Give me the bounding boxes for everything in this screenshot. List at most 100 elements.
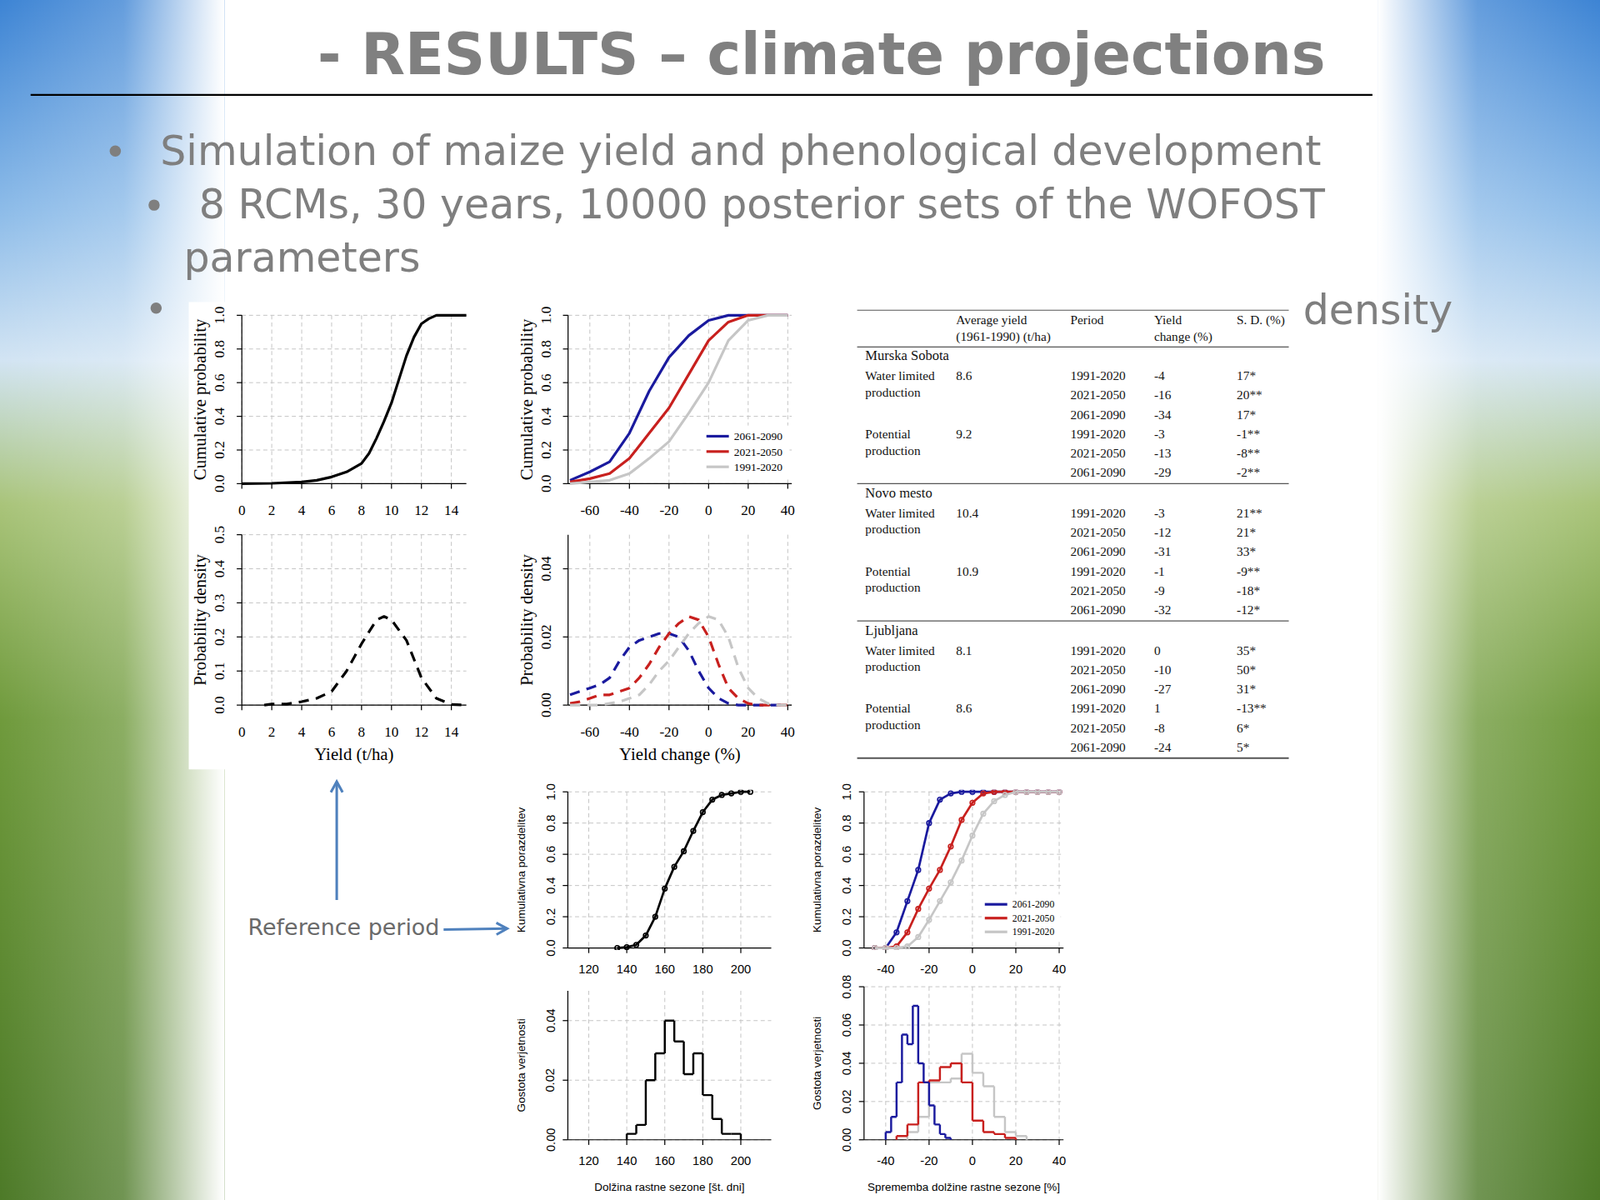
tick-label: -20: [659, 502, 679, 519]
tick-label: 0.04: [544, 1008, 558, 1033]
histogram-bar: [994, 1115, 1005, 1118]
histogram-step: [720, 1119, 723, 1135]
y-axis: [241, 315, 243, 484]
histogram-step: [645, 1080, 647, 1125]
histogram-step: [960, 1063, 963, 1083]
tick: [787, 705, 789, 710]
cell: 2061-2090: [1070, 544, 1126, 559]
histogram-bar: [929, 1081, 940, 1084]
arrow: [443, 928, 507, 930]
cell: 2021-2050: [1070, 720, 1126, 735]
data-layer: [264, 616, 466, 705]
data-point: [948, 880, 954, 885]
data-line: [264, 616, 466, 705]
data-layer: [872, 790, 1062, 950]
arrow-head: [330, 781, 343, 793]
data-layer: [570, 616, 788, 705]
x-axis: [864, 1139, 1064, 1140]
tick-label: 4: [298, 502, 306, 519]
data-point: [980, 811, 986, 817]
row-head-line: Potential: [865, 700, 910, 715]
tick: [563, 705, 569, 706]
tick: [236, 315, 242, 316]
histogram-step: [664, 1020, 666, 1054]
cell: -27: [1154, 681, 1172, 696]
tick: [236, 348, 242, 350]
data-point: [671, 864, 677, 870]
bullet: 8 RCMs, 30 years, 10000 posterior sets o…: [183, 180, 1326, 282]
tick: [563, 483, 569, 485]
grid-line: [241, 636, 466, 638]
table: Average yield(1961-1990) (t/ha)PeriodYie…: [857, 310, 1290, 759]
cell: 21*: [1236, 525, 1256, 540]
grid-line: [420, 535, 422, 705]
cell: -12: [1154, 525, 1171, 540]
cell: 1991-2020: [1070, 700, 1126, 715]
grid-line: [241, 535, 243, 705]
data-point: [937, 797, 943, 803]
tick-label: 140: [616, 1154, 638, 1168]
tick-label: 1.0: [538, 306, 555, 325]
background-fade: [0, 0, 225, 1200]
grid-line: [568, 415, 792, 417]
data-point: [980, 790, 986, 796]
histogram-bar: [972, 1071, 984, 1074]
tick-label: 0.0: [211, 475, 228, 493]
tick: [1058, 948, 1060, 954]
histogram-step: [885, 1132, 887, 1140]
axis-title: Cumulative probability: [516, 318, 537, 480]
tick-label: 8: [358, 724, 366, 740]
grid-line: [747, 535, 749, 705]
data-point: [624, 945, 630, 950]
row-head-line: Water limited: [865, 505, 935, 520]
legend-background: [981, 894, 1060, 942]
histogram-step: [922, 1063, 925, 1083]
grid-line: [390, 535, 392, 705]
row-head-line: production: [865, 717, 921, 732]
tick: [450, 705, 452, 710]
data-point: [970, 790, 975, 795]
tick-label: 0: [238, 502, 246, 519]
cell: 1991-2020: [1070, 426, 1126, 441]
tick-label: 0.04: [538, 555, 555, 581]
tick-label: 20: [740, 502, 755, 519]
tick: [859, 822, 865, 824]
tick: [241, 705, 243, 710]
chart-panel: 1201401601802000.000.020.04Gostota verje…: [515, 990, 771, 1194]
tick: [390, 483, 392, 489]
grid-line: [301, 535, 303, 705]
histogram-bar: [655, 1052, 665, 1055]
cell: 2021-2050: [1070, 387, 1126, 402]
tick: [664, 1140, 665, 1145]
bullet-dot: [110, 145, 121, 156]
grid-line: [241, 415, 466, 417]
title: - RESULTS – climate projections: [317, 20, 1326, 88]
row-head-line: Water limited: [865, 643, 935, 658]
grid-line: [864, 1025, 1064, 1026]
tick: [562, 1020, 568, 1021]
histogram-bar: [929, 1079, 940, 1081]
cell: 2021-2050: [1070, 583, 1126, 598]
grid-line: [588, 791, 590, 948]
cell: -12*: [1236, 602, 1260, 617]
cell: 33*: [1236, 544, 1256, 559]
tick: [563, 449, 569, 450]
grid-line: [885, 791, 886, 948]
histogram-bar: [712, 1118, 722, 1120]
cell: 6*: [1236, 720, 1250, 735]
tick: [708, 705, 710, 710]
histogram-step: [635, 1125, 637, 1135]
tick-label: 20: [740, 724, 755, 740]
tick: [859, 885, 865, 886]
cell: -1**: [1236, 426, 1260, 441]
cell: -8**: [1236, 445, 1260, 460]
title-rule: [30, 94, 1373, 96]
data-point: [959, 790, 965, 795]
row-head-line: Water limited: [865, 368, 935, 383]
cell: 1991-2020: [1070, 564, 1126, 579]
tick-label: 0.00: [840, 1127, 854, 1152]
column-header: Average yield(1961-1990) (t/ha): [955, 312, 1050, 345]
tick: [747, 483, 749, 489]
background-image: [1377, 0, 1600, 1200]
grid-line: [330, 315, 332, 484]
